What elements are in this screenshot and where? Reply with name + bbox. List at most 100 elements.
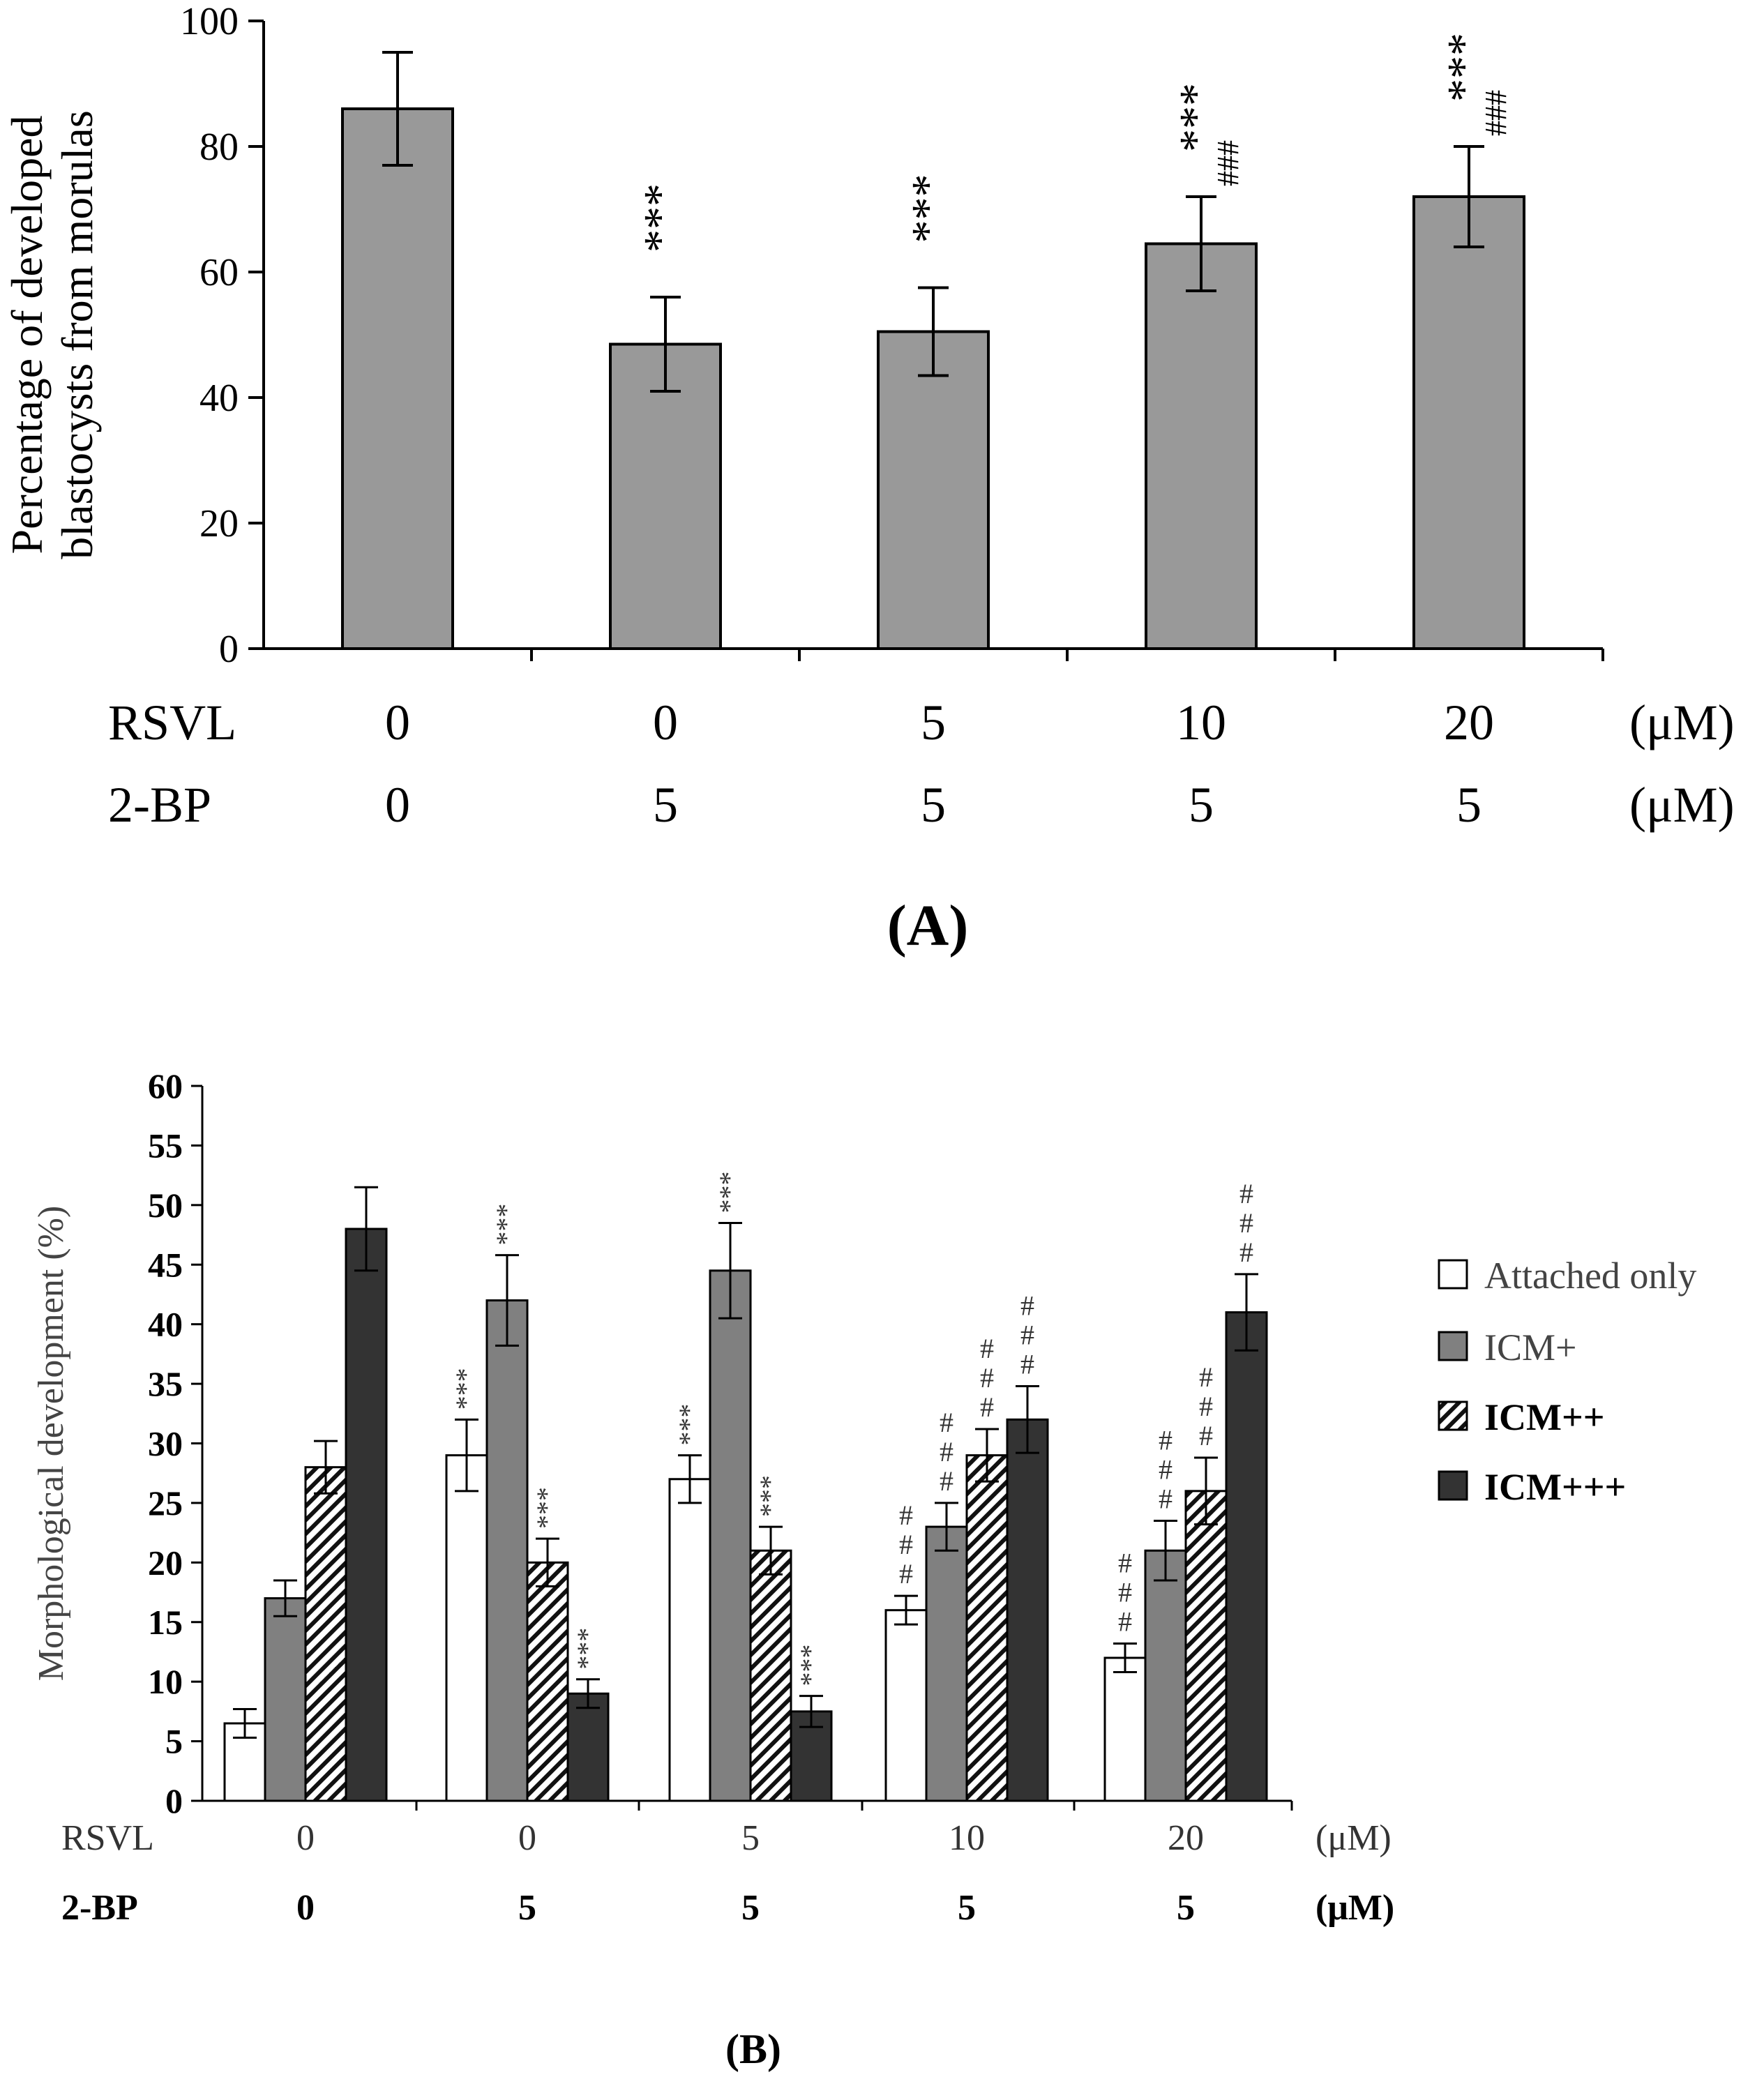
- bar-white: [884, 1609, 928, 1802]
- significance-stars: ***: [571, 1628, 603, 1670]
- significance-hash: #: [1239, 1178, 1253, 1209]
- bar-gray: [925, 1525, 968, 1802]
- bar-hatch: [526, 1561, 569, 1802]
- condition-unit: (μM): [1316, 1888, 1394, 1928]
- bar-hatch: [1184, 1490, 1228, 1802]
- significance-hash: #: [1020, 1320, 1034, 1351]
- bar-white: [445, 1454, 488, 1802]
- y-tick-label: 0: [165, 1781, 183, 1820]
- significance-hash: #: [940, 1407, 953, 1438]
- bar-dark: [1225, 1311, 1268, 1802]
- significance-hash: #: [1159, 1454, 1173, 1486]
- bar: [877, 330, 990, 650]
- y-tick-label: 0: [219, 628, 239, 671]
- condition-value: 5: [741, 1888, 760, 1928]
- condition-value: 0: [385, 695, 410, 750]
- y-tick-label: 20: [199, 502, 239, 545]
- condition-value: 20: [1168, 1818, 1204, 1858]
- bar-dark: [566, 1692, 610, 1802]
- bar-dark: [1006, 1418, 1049, 1802]
- significance-hash: #: [1159, 1425, 1173, 1456]
- significance-hash: #: [980, 1333, 994, 1364]
- y-tick-label: 5: [165, 1722, 183, 1761]
- y-tick-label: 30: [148, 1424, 183, 1463]
- legend-label: ICM+++: [1484, 1466, 1626, 1508]
- bar: [609, 342, 722, 650]
- y-tick-label: 45: [148, 1245, 183, 1284]
- significance-hash: #: [1239, 1237, 1253, 1268]
- significance-hash: #: [980, 1362, 994, 1394]
- significance-stars: ***: [531, 1487, 562, 1529]
- condition-value: 0: [385, 777, 410, 833]
- legend-swatch-white: [1438, 1259, 1468, 1290]
- condition-value: 5: [921, 695, 946, 750]
- y-tick-label: 40: [199, 377, 239, 420]
- legend-swatch-hatch: [1438, 1400, 1468, 1431]
- significance-hash: #: [1118, 1577, 1132, 1608]
- condition-label: RSVL: [108, 695, 236, 750]
- bar: [341, 107, 454, 650]
- significance-stars: ***: [794, 1645, 826, 1686]
- significance-stars: ***: [714, 1171, 745, 1213]
- y-tick-label: 50: [148, 1186, 183, 1225]
- y-axis-label: Morphological development (%): [31, 1206, 71, 1682]
- y-tick-label: 55: [148, 1126, 183, 1165]
- bar-hatch: [965, 1454, 1009, 1802]
- y-tick-label: 40: [148, 1305, 183, 1344]
- condition-value: 5: [741, 1818, 760, 1858]
- significance-hash: #: [1020, 1349, 1034, 1380]
- significance-stars: ***: [450, 1368, 481, 1410]
- significance-stars: ***: [673, 1404, 704, 1446]
- significance-hash: #: [1239, 1207, 1253, 1239]
- y-tick-label: 20: [148, 1543, 183, 1582]
- significance-hash: #: [899, 1558, 913, 1589]
- significance-hash: #: [1118, 1606, 1132, 1638]
- significance-hash: #: [899, 1529, 913, 1560]
- condition-label: 2-BP: [61, 1888, 138, 1928]
- y-tick-label: 15: [148, 1603, 183, 1642]
- condition-value: 5: [518, 1888, 536, 1928]
- bar-gray: [264, 1597, 307, 1802]
- condition-label: RSVL: [61, 1818, 154, 1858]
- legend-label: ICM++: [1484, 1396, 1605, 1438]
- bar-white: [668, 1478, 711, 1802]
- panel-label-b: (B): [725, 2026, 781, 2072]
- significance-hash: #: [940, 1465, 953, 1497]
- condition-value: 5: [958, 1888, 976, 1928]
- significance-stars: ***: [635, 183, 686, 252]
- y-tick-label: 100: [180, 0, 239, 43]
- condition-value: 0: [518, 1818, 536, 1858]
- legend-label: Attached only: [1484, 1255, 1696, 1297]
- condition-value: 5: [1456, 777, 1482, 833]
- condition-value: 10: [1176, 695, 1226, 750]
- legend-label: ICM+: [1484, 1327, 1576, 1368]
- legend-swatch-gray: [1438, 1331, 1468, 1361]
- y-tick-label: 25: [148, 1483, 183, 1523]
- significance-stars: ***: [754, 1475, 785, 1517]
- bar-gray: [485, 1299, 529, 1802]
- significance-hash: #: [980, 1391, 994, 1423]
- bar: [1145, 242, 1258, 650]
- panel-label-a: (A): [887, 893, 969, 958]
- significance-hash: #: [1118, 1548, 1132, 1579]
- significance-hash: #: [1199, 1391, 1213, 1422]
- condition-value: 0: [296, 1818, 315, 1858]
- significance-stars: ***: [1170, 83, 1221, 152]
- significance-hash: #: [940, 1436, 953, 1467]
- legend-swatch-dark: [1438, 1470, 1468, 1501]
- bar-white: [1103, 1656, 1147, 1802]
- bar-gray: [709, 1269, 752, 1802]
- condition-value: 0: [653, 695, 678, 750]
- significance-hash: #: [1199, 1361, 1213, 1393]
- condition-unit: (μM): [1629, 777, 1735, 833]
- y-axis-label-line: Percentage of developed: [2, 115, 52, 554]
- condition-value: 20: [1444, 695, 1494, 750]
- condition-value: 5: [653, 777, 678, 833]
- y-axis-label: Percentage of developedblastocysts from …: [2, 110, 102, 559]
- condition-value: 5: [1177, 1888, 1195, 1928]
- bar-hatch: [304, 1466, 347, 1802]
- significance-hash: #: [1159, 1483, 1173, 1515]
- significance-stars: ***: [1438, 33, 1489, 102]
